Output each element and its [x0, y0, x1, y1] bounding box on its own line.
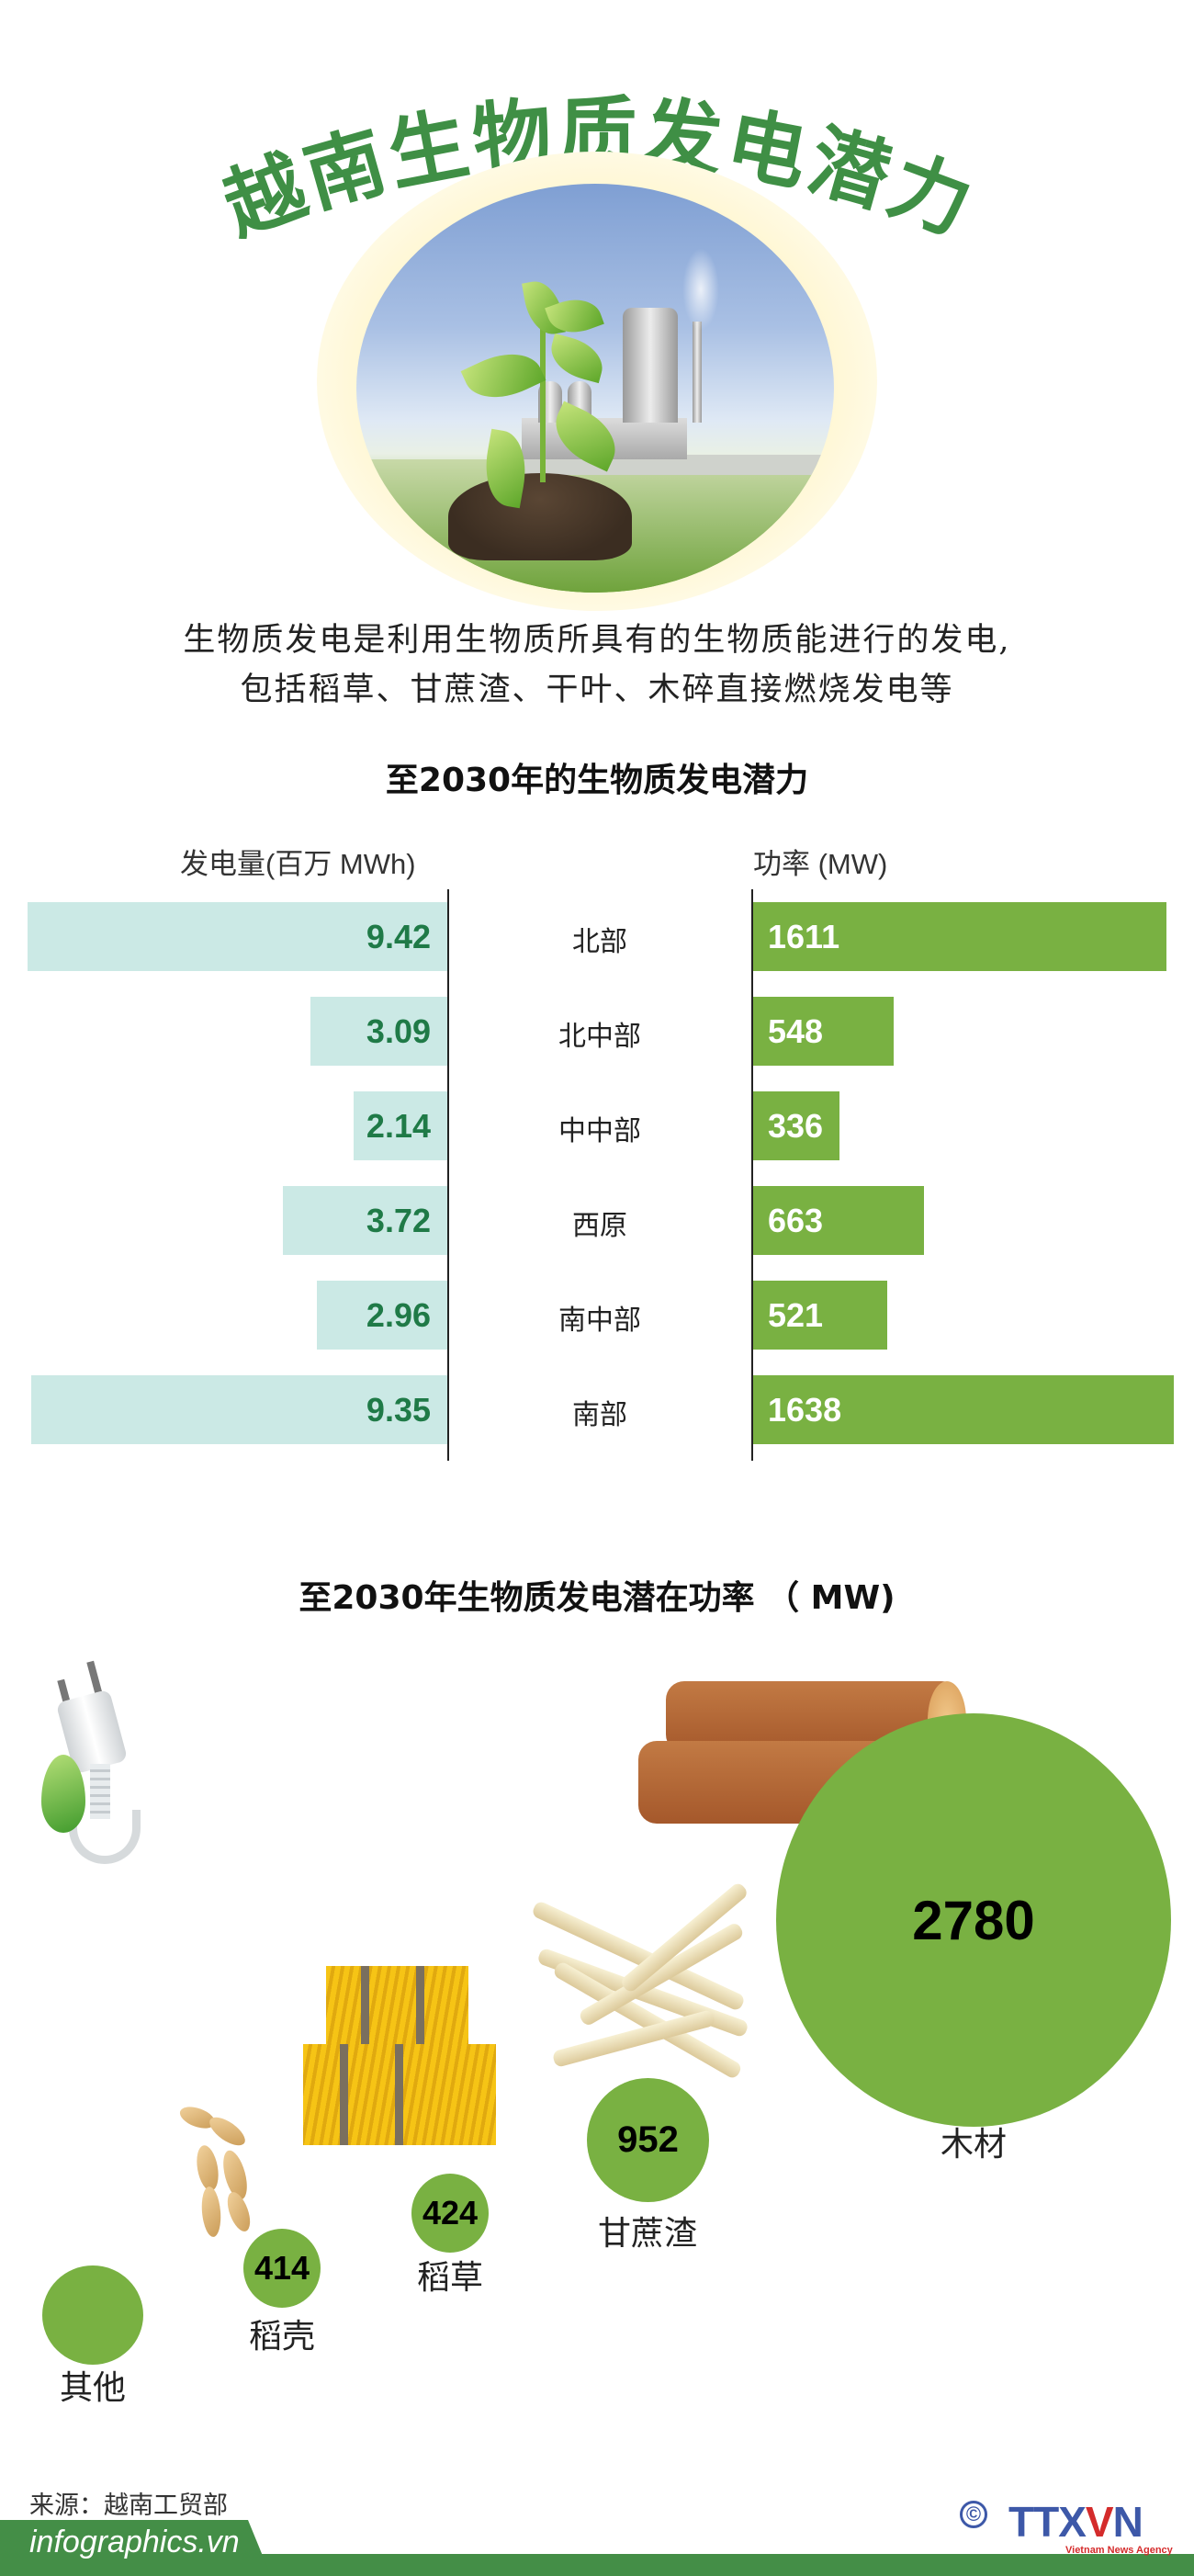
region-label: 中中部 — [558, 1115, 641, 1147]
left-axis-line — [447, 889, 449, 1461]
power-bar-south-central: 521 — [753, 1281, 887, 1350]
bubble-label-rice-husk: 稻壳 — [248, 2318, 315, 2356]
footer-tab — [0, 2520, 271, 2576]
region-label: 北中部 — [558, 1021, 641, 1053]
right-axis-line — [751, 889, 753, 1461]
agency-name: Vietnam News Agency — [1065, 2545, 1173, 2556]
power-bar-central-highlands: 663 — [753, 1186, 924, 1255]
logo-text-v: V — [1085, 2498, 1114, 2546]
rice-grain-icon — [161, 2099, 280, 2246]
hero-illustration — [356, 184, 834, 593]
sugarcane-icon — [514, 1881, 781, 2085]
energy-bar-north: 9.42 — [28, 902, 447, 971]
description-line-2: 包括稻草、甘蔗渣、干叶、木碎直接燃烧发电等 — [240, 672, 954, 708]
source-note: 来源：越南工贸部 — [29, 2491, 228, 2519]
copyright-icon: © — [960, 2501, 987, 2528]
power-bar-central: 336 — [753, 1091, 839, 1160]
leaf-icon — [460, 340, 546, 412]
power-bar-north-central: 548 — [753, 997, 894, 1066]
region-label: 西原 — [572, 1210, 627, 1242]
energy-column-header: 发电量(百万 MWh) — [180, 848, 416, 880]
energy-bar-south-central: 2.96 — [317, 1281, 447, 1350]
bubble-label-other: 其他 — [59, 2369, 126, 2407]
chimney — [693, 322, 702, 423]
plug-leaf-icon — [37, 1654, 175, 1865]
region-label: 南中部 — [558, 1305, 641, 1337]
bubble-label-bagasse: 甘蔗渣 — [597, 2215, 697, 2253]
logo-text-ttx: TTX — [1008, 2498, 1087, 2546]
bubble-rice-husk: 414 — [243, 2229, 321, 2308]
bubble-rice-straw: 424 — [411, 2174, 489, 2253]
region-label: 南部 — [572, 1399, 627, 1431]
sapling-stem — [540, 289, 546, 482]
chart1-title: 至2030年的生物质发电潜力 — [385, 762, 809, 799]
energy-bar-central: 2.14 — [354, 1091, 447, 1160]
bubble-wood: 2780 — [776, 1713, 1171, 2127]
smoke — [682, 248, 719, 331]
leaf-icon — [545, 333, 609, 384]
power-plant-tower — [623, 308, 678, 423]
chart2-title: 至2030年生物质发电潜在功率 （ MW) — [298, 1579, 896, 1617]
site-link[interactable]: infographics.vn — [29, 2525, 240, 2559]
bubble-label-wood: 木材 — [940, 2126, 1007, 2164]
soil-mound — [448, 473, 632, 560]
description-line-1: 生物质发电是利用生物质所具有的生物质能进行的发电, — [183, 622, 1011, 659]
bubble-other — [42, 2265, 143, 2365]
logo-text-n: N — [1112, 2498, 1143, 2546]
hay-bale-icon — [298, 1957, 510, 2154]
power-bar-south: 1638 — [753, 1375, 1174, 1444]
energy-bar-central-highlands: 3.72 — [283, 1186, 447, 1255]
ttxvn-logo: TTXVN — [1008, 2497, 1143, 2547]
bubble-bagasse: 952 — [587, 2078, 709, 2202]
region-label: 北部 — [572, 926, 627, 958]
power-bar-north: 1611 — [753, 902, 1166, 971]
road — [494, 455, 834, 475]
energy-bar-south: 9.35 — [31, 1375, 447, 1444]
energy-bar-north-central: 3.09 — [310, 997, 447, 1066]
power-column-header: 功率 (MW) — [753, 848, 888, 880]
bubble-label-rice-straw: 稻草 — [416, 2259, 483, 2297]
